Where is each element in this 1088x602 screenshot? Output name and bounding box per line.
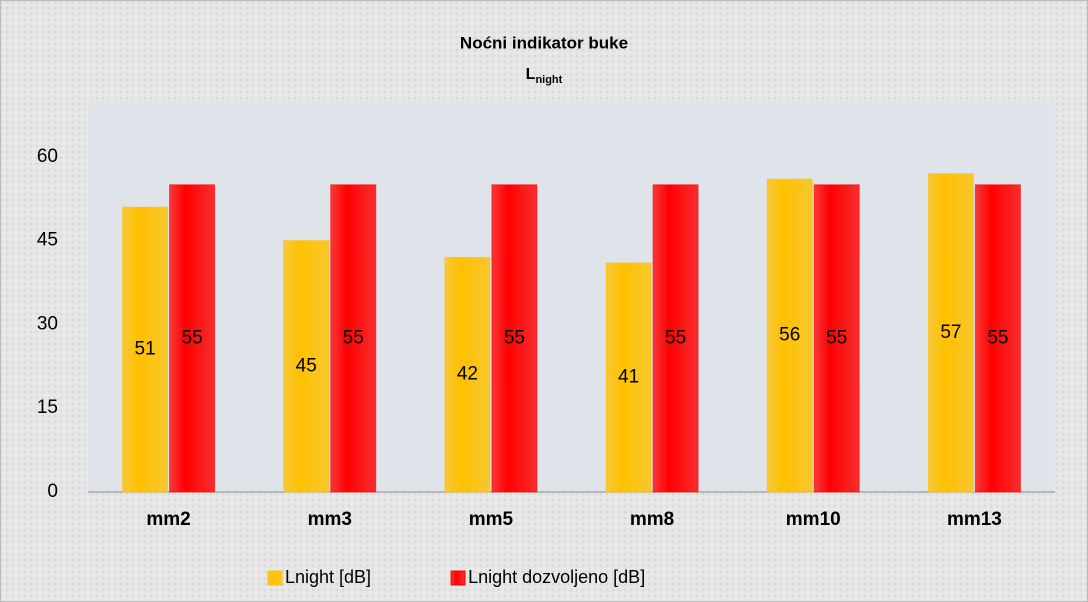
x-tick-label: mm2: [146, 509, 190, 530]
bar: [652, 184, 699, 493]
y-tick-label: 45: [37, 230, 58, 251]
data-label: 55: [665, 327, 686, 348]
data-label: 55: [987, 327, 1008, 348]
bar: [766, 178, 813, 493]
subtitle-main: L: [526, 66, 536, 83]
x-tick-label: mm13: [947, 509, 1002, 530]
legend-swatch: [267, 570, 283, 586]
bar: [444, 256, 491, 493]
plot-area: [88, 101, 1055, 492]
data-label: 51: [135, 339, 156, 360]
bar: [927, 173, 974, 493]
x-tick-label: mm8: [630, 509, 674, 530]
data-label: 45: [296, 355, 317, 376]
y-tick-label: 15: [37, 397, 58, 418]
bar: [283, 240, 330, 493]
chart-title: Noćni indikator buke: [460, 33, 628, 52]
data-label: 55: [826, 327, 847, 348]
legend-label: Lnight [dB]: [285, 567, 371, 587]
bar: [169, 184, 216, 493]
y-tick-label: 0: [47, 481, 58, 502]
y-tick-label: 30: [37, 313, 58, 334]
x-tick-label: mm3: [308, 509, 352, 530]
data-label: 55: [182, 327, 203, 348]
data-label: 41: [618, 367, 639, 388]
data-label: 42: [457, 364, 478, 385]
bar: [813, 184, 860, 493]
legend-label: Lnight dozvoljeno [dB]: [468, 567, 645, 587]
y-tick-label: 60: [37, 146, 58, 167]
x-tick-label: mm5: [469, 509, 514, 530]
chart-subtitle: Lnight: [526, 66, 563, 86]
bar: [605, 262, 652, 493]
bar: [330, 184, 377, 493]
data-label: 55: [504, 327, 525, 348]
subtitle-subscript: night: [535, 74, 562, 86]
legend: Lnight [dB] Lnight dozvoljeno [dB]: [267, 567, 645, 587]
data-label: 56: [779, 325, 800, 346]
bar: [122, 206, 169, 493]
legend-swatch: [450, 570, 466, 586]
x-tick-label: mm10: [786, 509, 841, 530]
data-label: 55: [343, 327, 364, 348]
bar: [491, 184, 538, 493]
data-label: 57: [940, 322, 961, 343]
bar: [974, 184, 1021, 493]
